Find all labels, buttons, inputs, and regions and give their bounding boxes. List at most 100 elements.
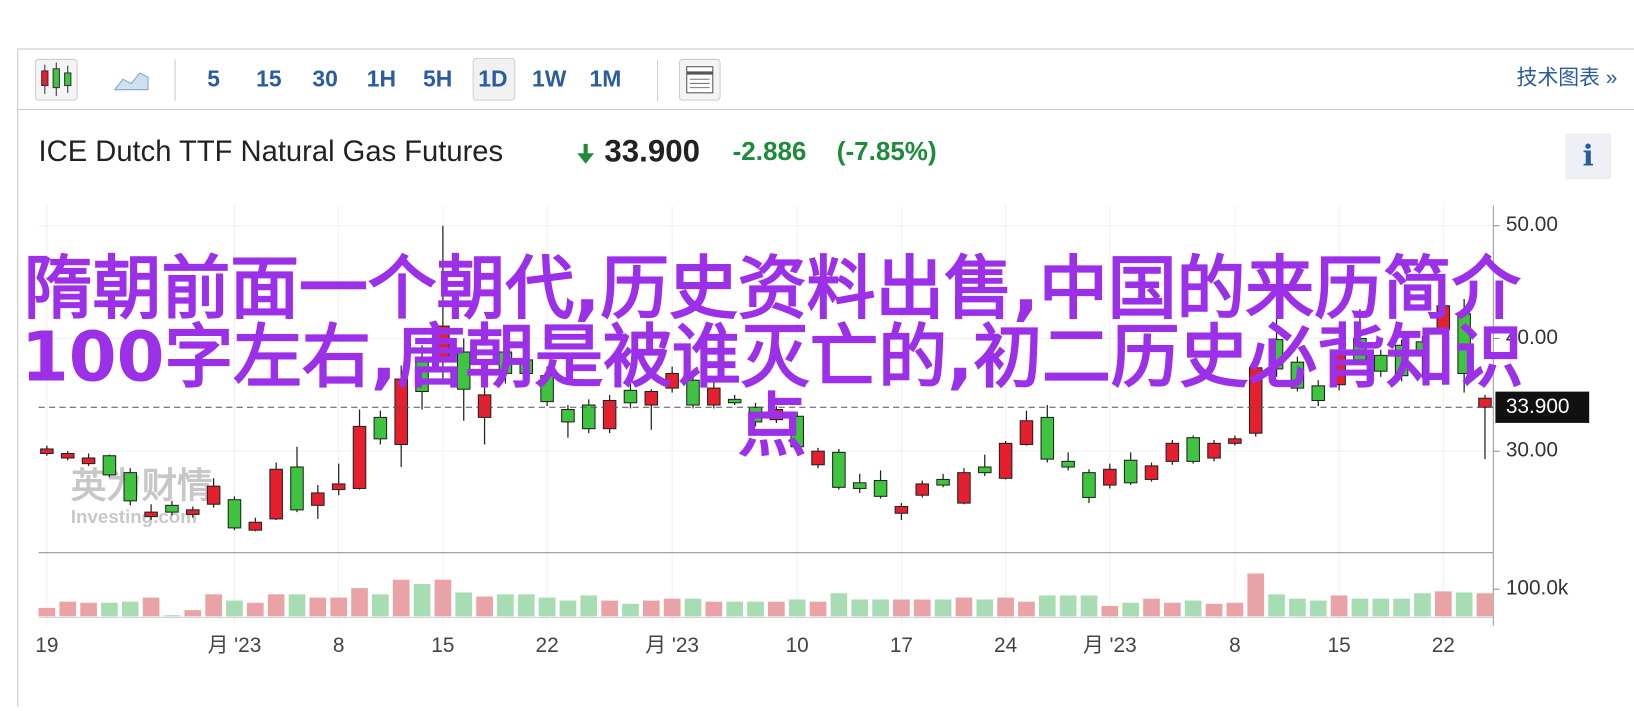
candle-body [1311, 385, 1326, 402]
candle-body [1103, 468, 1117, 486]
candle-body [331, 483, 346, 491]
candle-body [436, 325, 450, 361]
x-tick-label: 17 [890, 634, 913, 657]
x-tick-label: 8 [333, 634, 345, 657]
volume-bar [413, 584, 431, 617]
volume-bar [330, 597, 348, 617]
table-button[interactable] [678, 58, 721, 101]
candle-body [769, 408, 784, 421]
price: 33.900 [604, 134, 700, 169]
volume-bar [1143, 598, 1160, 617]
candle-body [1061, 460, 1075, 468]
x-tick-label: 15 [431, 634, 454, 657]
candle-body [644, 390, 659, 406]
volume-bar [893, 599, 910, 617]
candle-type-button[interactable] [34, 58, 78, 101]
volume-bar [538, 597, 556, 617]
interval-button[interactable]: 5H [423, 65, 452, 91]
x-tick-label: 22 [536, 634, 559, 657]
candle-body [206, 485, 221, 505]
volume-bar [1184, 600, 1202, 617]
volume-bar [747, 601, 764, 617]
volume-bar [517, 594, 535, 617]
volume-bar [642, 600, 660, 617]
candle-body [915, 483, 930, 496]
candle-body [852, 482, 867, 489]
candle-body [227, 499, 242, 529]
interval-button[interactable]: 5 [207, 65, 220, 91]
interval-button[interactable]: 1W [532, 65, 567, 91]
x-tick-label: 月 '23 [645, 634, 699, 657]
y-tick-label: 30.00 [1506, 439, 1558, 462]
volume-bar [434, 579, 452, 617]
info-button[interactable] [1565, 133, 1612, 180]
candle-body [665, 372, 679, 389]
candle-body [144, 511, 158, 518]
volume-bar [1059, 595, 1077, 617]
candle-body [498, 351, 513, 374]
interval-button[interactable]: 1H [367, 65, 396, 91]
plot: 19 月 '23 8 15 22 月 '23 10 17 24 月 '23 8 15 22 30.00 40… [35, 205, 1590, 657]
candle-body [582, 404, 596, 430]
candle-body [1436, 305, 1451, 330]
candle-body [1353, 337, 1367, 361]
candle-body [957, 472, 971, 504]
volume-bar [246, 602, 264, 617]
interval-button[interactable]: 1M [590, 65, 622, 91]
candle-body [790, 415, 804, 448]
candle-body [623, 389, 638, 404]
candle-body [102, 455, 117, 476]
interval-button[interactable]: 15 [256, 65, 282, 91]
volume-bar [121, 601, 139, 617]
candle-body [40, 448, 54, 455]
candle-body [561, 408, 575, 423]
volume-bar [1309, 600, 1327, 617]
candle-body [394, 378, 408, 445]
volume-bar [101, 602, 118, 617]
candle-body [165, 504, 179, 513]
volume-bar [934, 599, 952, 617]
volume-bar [768, 601, 785, 617]
candle-body [540, 375, 554, 403]
volume-bar [809, 601, 827, 617]
volume-bar [1414, 593, 1431, 617]
volume-bar [1247, 573, 1265, 617]
candle-body [832, 451, 846, 488]
candle-body [123, 472, 138, 502]
instrument-title: ICE Dutch TTF Natural Gas Futures [39, 136, 504, 168]
volume-bar [997, 597, 1014, 617]
volume-bar [955, 597, 973, 617]
info-icon[interactable]: i [1583, 138, 1594, 172]
candle-body [727, 398, 742, 404]
volume-bar [59, 601, 77, 617]
volume-bar [1351, 598, 1369, 617]
volume-bar [392, 579, 410, 617]
y-tick-label: 100.0k [1506, 577, 1569, 600]
candle-body [873, 480, 888, 497]
interval-button[interactable]: 30 [312, 65, 337, 91]
volume-bar [309, 597, 327, 617]
volume-bar [476, 596, 493, 617]
volume-bar [705, 601, 723, 617]
area-type-button[interactable] [113, 72, 149, 91]
volume-bar [455, 592, 473, 617]
candle-body [1248, 367, 1263, 434]
x-tick-label: 月 '23 [208, 634, 262, 657]
interval-button[interactable]: 1D [478, 65, 507, 91]
candle-body [686, 379, 700, 406]
volume-bar [872, 599, 889, 617]
candle-body [311, 492, 325, 506]
volume-bar [1393, 598, 1410, 617]
candle-body [1373, 354, 1388, 372]
volume-bar [622, 603, 639, 617]
volume-bar [372, 594, 389, 617]
candle-body [519, 359, 534, 374]
x-tick-label: 22 [1432, 634, 1455, 657]
candle-body [1165, 442, 1180, 462]
volume-bar [1289, 598, 1306, 617]
x-tick-label: 19 [35, 634, 58, 657]
technical-chart-link[interactable]: 技术图表 » [1517, 67, 1618, 90]
candle-body [978, 466, 992, 474]
